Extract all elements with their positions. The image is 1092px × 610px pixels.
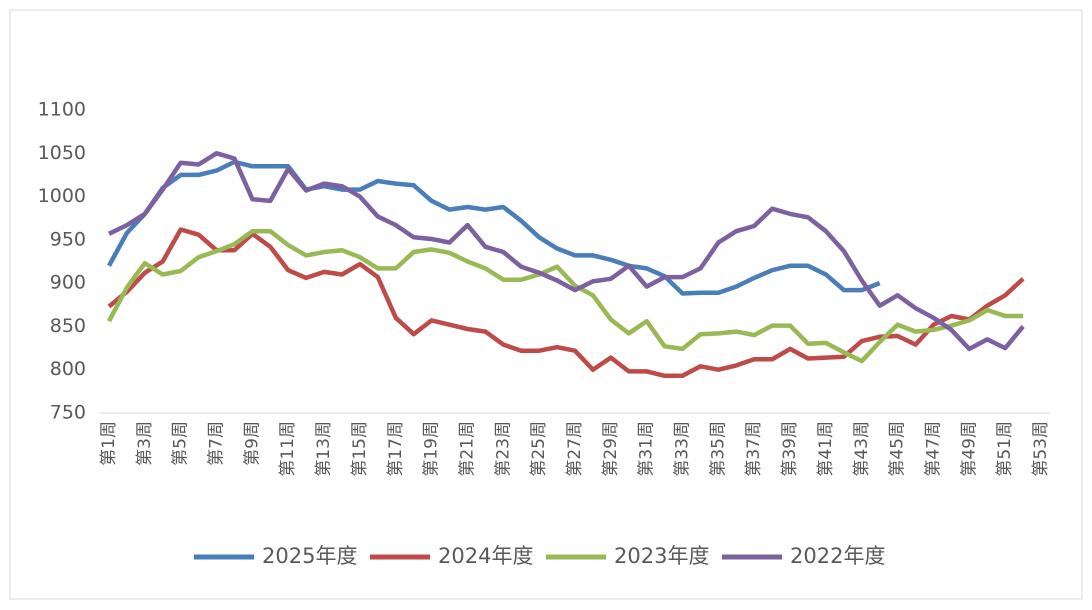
chart-frame xyxy=(9,9,1083,600)
x-tick-label: 第45周 xyxy=(888,421,908,477)
x-tick-label: 第9周 xyxy=(242,421,262,466)
x-tick-label: 第7周 xyxy=(207,421,227,466)
x-tick-label: 第33周 xyxy=(673,421,693,477)
x-tick-label: 第37周 xyxy=(744,421,764,477)
legend-label: 2024年度 xyxy=(438,544,533,568)
x-tick-label: 第29周 xyxy=(601,421,621,477)
y-tick-label: 1050 xyxy=(38,142,86,164)
x-tick-label: 第17周 xyxy=(386,421,406,477)
x-tick-label: 第43周 xyxy=(852,421,872,477)
x-tick-label: 第11周 xyxy=(278,421,298,477)
y-tick-label: 950 xyxy=(50,228,86,250)
y-tick-label: 750 xyxy=(50,402,86,424)
y-tick-label: 800 xyxy=(50,358,86,380)
series-line xyxy=(107,228,1024,364)
x-tick-label: 第21周 xyxy=(457,421,477,477)
x-tick-label: 第13周 xyxy=(314,421,334,477)
x-tick-label: 第39周 xyxy=(780,421,800,477)
legend-label: 2023年度 xyxy=(614,544,709,568)
y-tick-label: 900 xyxy=(50,272,86,294)
x-tick-label: 第25周 xyxy=(529,421,549,477)
series-line xyxy=(107,227,1025,379)
x-tick-label: 第47周 xyxy=(923,421,943,477)
y-tick-label: 1100 xyxy=(38,99,86,121)
x-tick-label: 第5周 xyxy=(171,421,191,466)
x-tick-label: 第15周 xyxy=(350,421,370,477)
legend-label: 2022年度 xyxy=(790,544,885,568)
x-tick-label: 第1周 xyxy=(99,421,119,466)
legend-label: 2025年度 xyxy=(262,544,357,568)
y-tick-label: 850 xyxy=(50,315,86,337)
x-tick-label: 第53周 xyxy=(1031,421,1051,477)
x-tick-label: 第49周 xyxy=(959,421,979,477)
x-tick-label: 第51周 xyxy=(995,421,1015,477)
y-tick-label: 1000 xyxy=(38,185,86,207)
x-tick-label: 第19周 xyxy=(422,421,442,477)
x-tick-label: 第27周 xyxy=(565,421,585,477)
x-tick-label: 第41周 xyxy=(816,421,836,477)
x-tick-label: 第31周 xyxy=(637,421,657,477)
x-tick-label: 第23周 xyxy=(493,421,513,477)
series-line xyxy=(108,151,1025,352)
x-tick-label: 第3周 xyxy=(135,421,155,466)
x-tick-label: 第35周 xyxy=(708,421,728,477)
